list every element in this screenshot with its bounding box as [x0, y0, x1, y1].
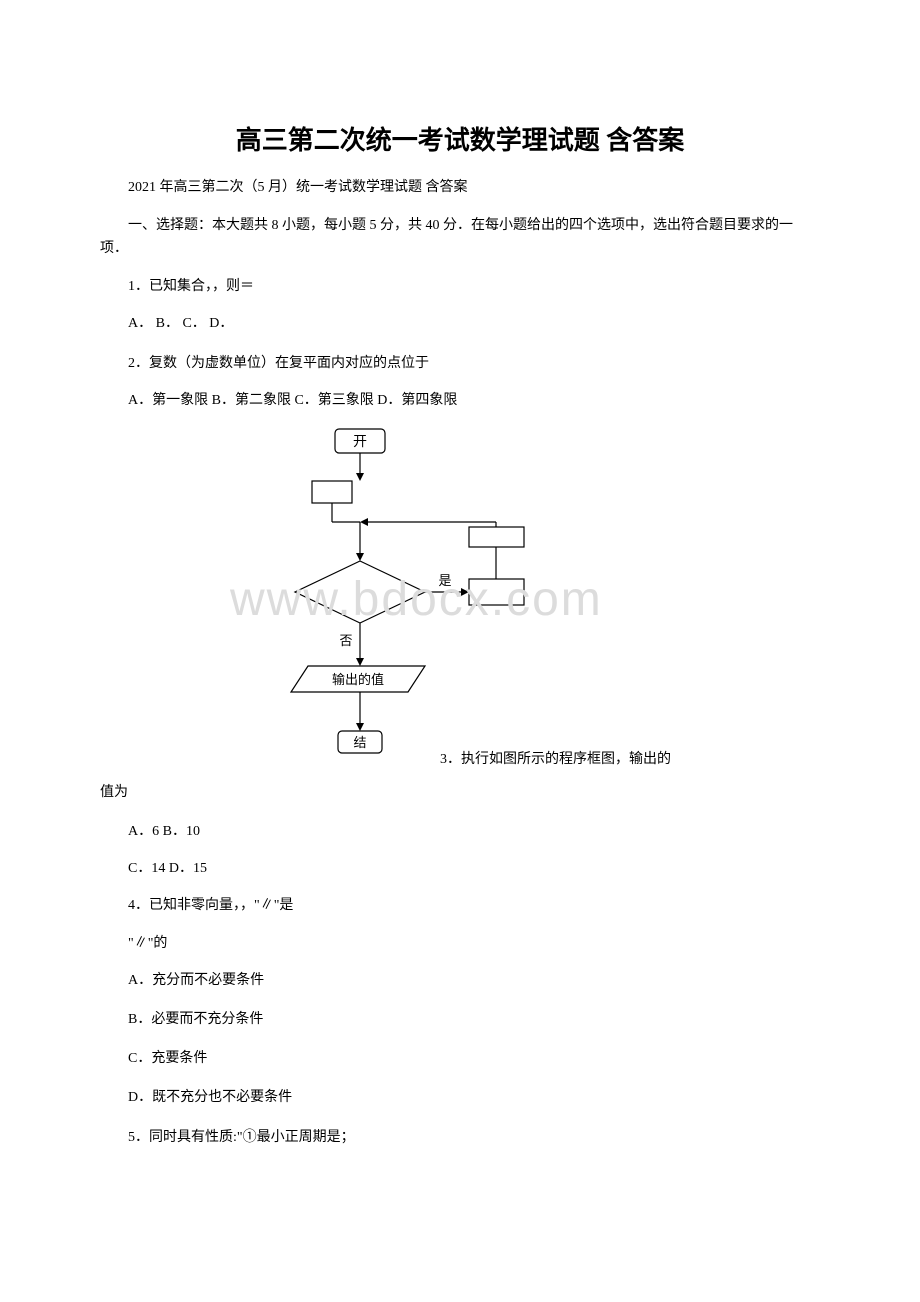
question-3: 3．执行如图所示的程序框图，输出的 — [440, 747, 671, 772]
question-3-options-a: A．6 B．10 — [100, 819, 820, 844]
question-4-option-d: D．既不充分也不必要条件 — [100, 1085, 820, 1110]
flowchart-start-label: 开 — [353, 435, 367, 450]
subtitle: 2021 年高三第二次（5 月）统一考试数学理试题 含答案 — [100, 177, 820, 199]
flowchart-end-label: 结 — [353, 735, 366, 750]
question-3-options-c: C．14 D．15 — [100, 856, 820, 881]
question-1-options: A． B． C． D． — [100, 311, 820, 336]
question-4-option-c: C．充要条件 — [100, 1046, 820, 1071]
question-3-continue: 值为 — [100, 780, 820, 805]
question-2-options: A．第一象限 B．第二象限 C．第三象限 D．第四象限 — [100, 388, 820, 413]
question-4-text2: "∥"的 — [100, 931, 820, 956]
question-2: 2．复数（为虚数单位）在复平面内对应的点位于 — [100, 351, 820, 376]
question-4-option-b: B．必要而不充分条件 — [100, 1007, 820, 1032]
question-4: 4．已知非零向量，，"∥"是 — [100, 893, 820, 918]
flowchart-no-label: 否 — [339, 633, 352, 648]
flowchart-area: www.bdocx.com 开 — [100, 427, 820, 772]
flowchart-svg: 开 — [250, 427, 530, 772]
question-4-option-a: A．充分而不必要条件 — [100, 968, 820, 993]
flowchart-container: 开 — [250, 427, 800, 772]
flowchart-output-label: 输出的值 — [332, 672, 384, 687]
page-title: 高三第二次统一考试数学理试题 含答案 — [100, 120, 820, 157]
question-1: 1．已知集合，，则＝ — [100, 274, 820, 299]
question-5: 5．同时具有性质:"①最小正周期是； — [100, 1125, 820, 1150]
section-intro: 一、选择题：本大题共 8 小题，每小题 5 分，共 40 分．在每小题给出的四个… — [100, 215, 820, 260]
flowchart-yes-label: 是 — [438, 573, 451, 588]
